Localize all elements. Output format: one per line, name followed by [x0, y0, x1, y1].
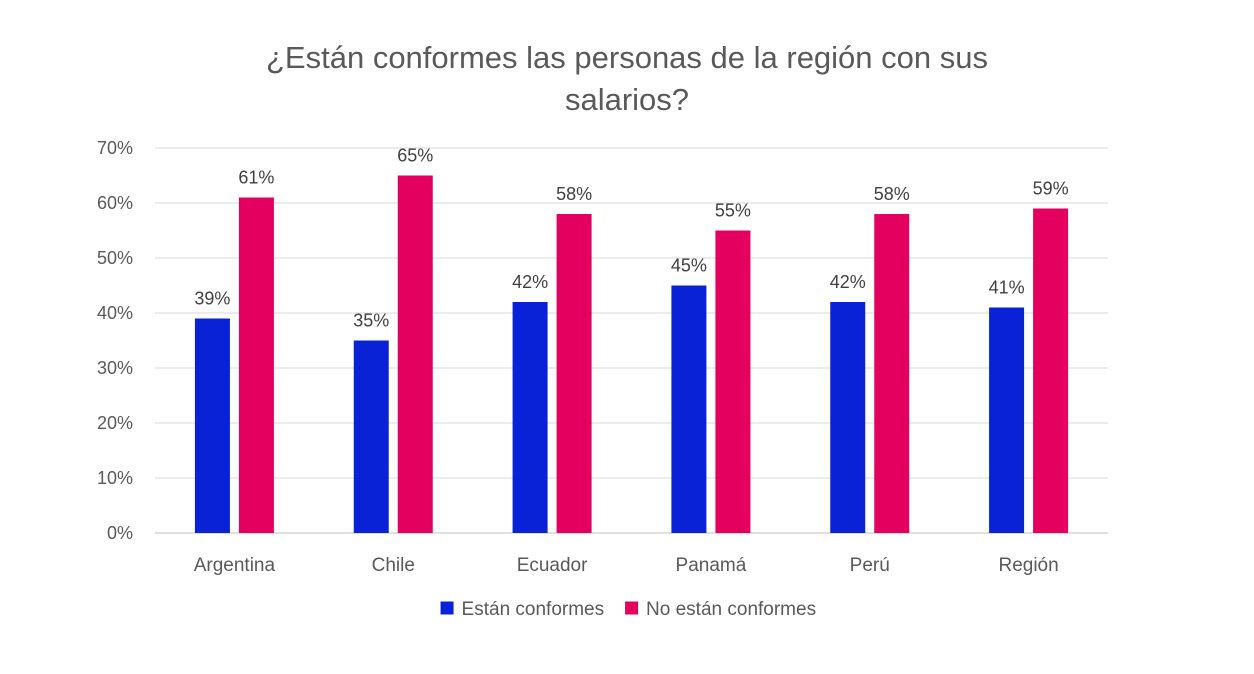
x-axis-ticks: Argentina Chile Ecuador Panamá Perú Región: [194, 555, 1059, 576]
x-tick-label: Ecuador: [517, 555, 588, 576]
y-tick-label: 10%: [97, 468, 133, 488]
y-tick-label: 50%: [97, 248, 133, 268]
bar: [671, 285, 707, 533]
data-label: 45%: [671, 256, 707, 276]
legend-label: No están conformes: [646, 599, 816, 620]
legend: Están conformes No están conformes: [440, 599, 816, 620]
bar: [874, 214, 910, 533]
bar: [989, 307, 1025, 533]
x-tick-label: Perú: [850, 555, 890, 576]
y-tick-label: 0%: [107, 523, 133, 543]
x-tick-label: Región: [998, 555, 1058, 576]
data-label: 41%: [989, 278, 1025, 298]
y-tick-label: 60%: [97, 193, 133, 213]
data-label: 65%: [397, 146, 433, 166]
chart-title-line-1: ¿Están conformes las personas de la regi…: [266, 40, 988, 75]
data-label: 39%: [194, 289, 230, 309]
legend-swatch: [625, 601, 639, 615]
legend-label: Están conformes: [462, 599, 605, 620]
bar: [397, 175, 433, 533]
data-label: 58%: [556, 184, 592, 204]
y-tick-label: 20%: [97, 413, 133, 433]
bar: [194, 318, 230, 533]
data-labels: 39% 61% 35% 65% 42% 58% 45% 55% 42% 58% 41% 59%: [194, 146, 1068, 331]
x-tick-label: Panamá: [676, 555, 747, 576]
y-tick-label: 70%: [97, 138, 133, 158]
bars: [194, 175, 1069, 533]
y-tick-label: 40%: [97, 303, 133, 323]
data-label: 61%: [238, 168, 274, 188]
data-label: 42%: [830, 272, 866, 292]
y-tick-label: 30%: [97, 358, 133, 378]
bar: [830, 302, 866, 533]
bar: [715, 230, 751, 533]
data-label: 35%: [353, 311, 389, 331]
bar: [238, 197, 274, 533]
data-label: 42%: [512, 272, 548, 292]
bar: [512, 302, 548, 533]
bar: [1033, 208, 1069, 533]
chart-title-line-2: salarios?: [564, 82, 690, 117]
y-axis-ticks: 0% 10% 20% 30% 40% 50% 60% 70%: [97, 138, 133, 543]
bar: [556, 214, 592, 533]
gridlines: [155, 147, 1108, 534]
x-tick-label: Argentina: [194, 555, 276, 576]
data-label: 59%: [1033, 179, 1069, 199]
legend-swatch: [440, 601, 454, 615]
data-label: 58%: [874, 184, 910, 204]
data-label: 55%: [715, 201, 751, 221]
x-tick-label: Chile: [372, 555, 415, 576]
bar: [353, 340, 389, 533]
